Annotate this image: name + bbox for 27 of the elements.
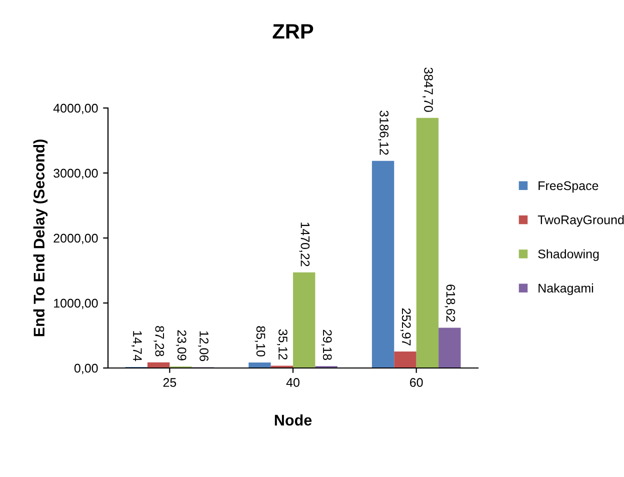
data-label: 3186,12 [378,110,389,155]
x-tick-label: 25 [163,378,176,387]
data-label: 3847,70 [422,68,433,112]
data-label: 12,06 [198,331,208,362]
y-tick-label: 3000,00 [54,168,98,180]
chart-title: ZRP [272,24,314,39]
data-label: 29,18 [321,330,332,360]
x-tick-label: 40 [286,378,300,387]
legend-label: Nakagami [538,283,594,296]
data-label: 87,28 [154,326,164,356]
x-tick-label: 60 [410,378,423,387]
legend-label: FreeSpace [538,181,598,193]
x-axis-title: Node [274,414,312,426]
legend-label: Shadowing [538,249,599,261]
y-tick-label: 4000,00 [53,104,98,114]
y-tick-label: 0,00 [74,364,98,374]
y-axis-title: End To End Delay (Second) [33,140,48,336]
data-label: 14,74 [132,331,142,362]
data-label: 85,10 [254,326,266,356]
data-label: 1470,22 [299,222,310,266]
data-label: 618,62 [444,284,456,322]
data-label: 23,09 [176,330,186,360]
legend-label: TwoRayGround [538,215,624,227]
data-label: 252,97 [400,308,411,346]
y-tick-label: 2000,00 [54,234,98,244]
data-label: 35,12 [277,329,288,360]
y-tick-label: 1000,00 [54,298,98,310]
